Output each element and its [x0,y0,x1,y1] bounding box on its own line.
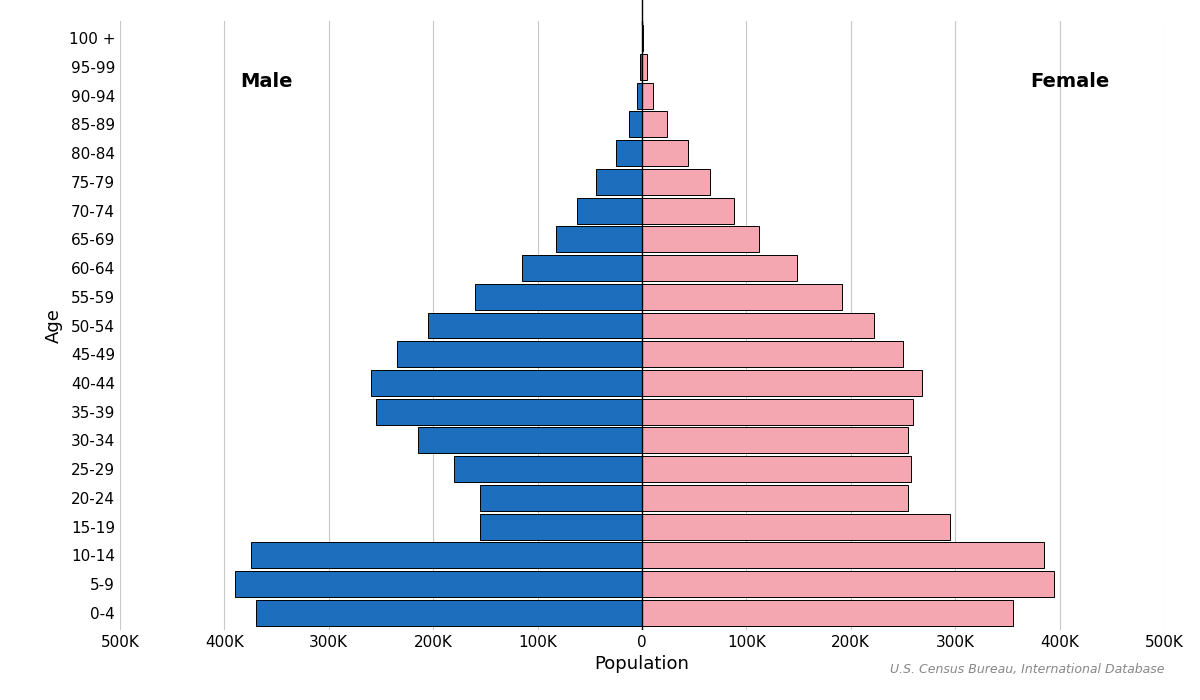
Bar [642,169,710,195]
Bar [642,485,908,511]
Bar [642,111,667,137]
Bar [637,83,642,108]
Bar [642,226,758,252]
Bar [418,428,642,454]
Bar [397,342,642,368]
X-axis label: Population: Population [594,655,690,673]
Bar [642,542,1044,568]
Bar [371,370,642,396]
Text: Female: Female [1031,72,1110,91]
Bar [475,284,642,309]
Bar [642,54,647,80]
Bar [256,600,642,626]
Bar [642,399,913,425]
Text: U.S. Census Bureau, International Database: U.S. Census Bureau, International Databa… [889,662,1164,676]
Bar [642,456,911,482]
Bar [642,284,842,309]
Bar [642,197,734,223]
Bar [642,370,922,396]
Bar [641,54,642,80]
Text: Male: Male [240,72,293,91]
Bar [642,571,1055,597]
Bar [642,342,904,368]
Bar [522,255,642,281]
Bar [235,571,642,597]
Bar [480,485,642,511]
Bar [454,456,642,482]
Bar [642,600,1013,626]
Bar [642,428,908,454]
Y-axis label: Age: Age [46,308,64,343]
Bar [480,514,642,540]
Bar [428,313,642,338]
Bar [642,255,797,281]
Bar [251,542,642,568]
Bar [642,140,688,166]
Bar [642,83,654,108]
Bar [642,25,643,51]
Bar [630,111,642,137]
Bar [577,197,642,223]
Bar [616,140,642,166]
Bar [557,226,642,252]
Bar [642,514,950,540]
Bar [376,399,642,425]
Bar [642,313,874,338]
Bar [596,169,642,195]
